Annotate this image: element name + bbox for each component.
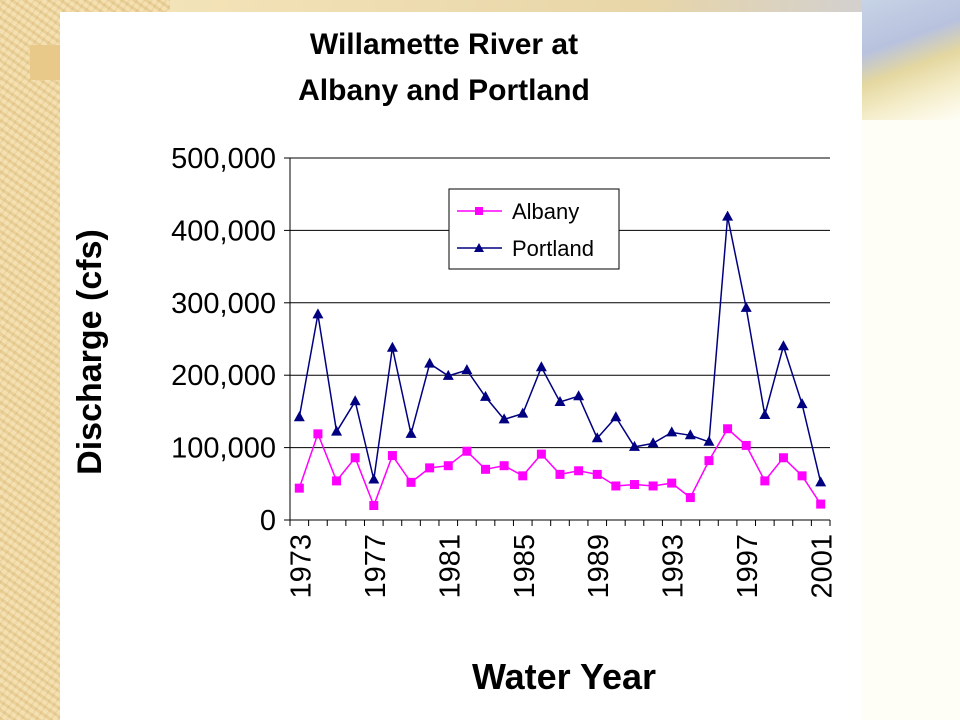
portland-point — [480, 390, 492, 401]
albany-point — [574, 466, 584, 476]
portland-point — [368, 473, 380, 484]
portland-point — [405, 427, 417, 438]
albany-point — [425, 463, 435, 473]
y-tick-label: 400,000 — [171, 215, 276, 247]
portland-point — [740, 301, 752, 312]
x-tick-label: 1997 — [732, 534, 764, 599]
y-tick-label: 200,000 — [171, 360, 276, 392]
albany-point — [797, 471, 807, 481]
portland-point — [666, 426, 678, 437]
albany-point — [592, 469, 602, 479]
portland-point — [573, 390, 585, 401]
albany-point — [723, 424, 733, 434]
x-tick-label: 1981 — [434, 534, 466, 599]
y-tick-label: 300,000 — [171, 288, 276, 320]
albany-point — [481, 464, 491, 474]
x-tick-label: 1977 — [360, 534, 392, 599]
portland-point — [331, 425, 343, 436]
y-tick-label: 0 — [260, 505, 276, 537]
portland-point — [722, 210, 734, 221]
chart-title-line-2: Albany and Portland — [298, 74, 590, 107]
portland-point — [777, 340, 789, 351]
y-tick-label: 500,000 — [171, 143, 276, 175]
albany-point — [313, 429, 323, 439]
y-tick-label: 100,000 — [171, 433, 276, 465]
albany-point — [741, 440, 751, 450]
chart-title-line-1: Willamette River at — [310, 28, 578, 61]
albany-point — [667, 478, 677, 488]
albany-point — [443, 461, 453, 471]
legend-box — [448, 188, 620, 270]
legend-albany-label: Albany — [512, 199, 579, 224]
chart-panel: Willamette River at Albany and Portland … — [60, 12, 862, 720]
portland-point — [628, 440, 640, 451]
portland-point — [312, 308, 324, 319]
portland-point — [461, 364, 473, 375]
portland-point — [703, 435, 715, 446]
albany-series-line — [298, 427, 822, 508]
x-tick-label: 2001 — [807, 534, 839, 599]
slide-top-band — [170, 0, 960, 12]
portland-point — [554, 395, 566, 406]
portland-point — [293, 411, 305, 422]
albany-point — [555, 469, 565, 479]
legend: Albany Portland — [448, 188, 620, 270]
albany-point — [778, 453, 788, 463]
legend-albany-square-marker — [475, 207, 483, 215]
x-tick-label: 1973 — [285, 534, 317, 599]
albany-point — [816, 499, 826, 509]
albany-point — [350, 453, 360, 463]
portland-point — [815, 476, 827, 487]
albany-point — [294, 483, 304, 493]
slide-right-margin — [862, 0, 960, 720]
albany-point — [536, 449, 546, 459]
albany-point — [760, 476, 770, 486]
portland-point — [386, 341, 398, 352]
portland-point — [684, 429, 696, 440]
slide-left-accent — [30, 45, 60, 80]
albany-point — [462, 446, 472, 456]
y-axis-ticks: 0 100,000 200,000 300,000 400,000 500,000 — [171, 143, 290, 537]
portland-point — [498, 413, 510, 424]
albany-point — [369, 501, 379, 511]
y-axis-title: Discharge (cfs) — [71, 229, 109, 475]
portland-point — [349, 395, 361, 406]
x-tick-label: 1993 — [658, 534, 690, 599]
slide-right-decoration — [862, 0, 960, 120]
portland-point — [759, 409, 771, 420]
legend-portland-label: Portland — [512, 236, 594, 261]
albany-point — [406, 477, 416, 487]
portland-point — [535, 361, 547, 372]
albany-point — [648, 481, 658, 491]
portland-point — [517, 407, 529, 418]
albany-point — [629, 480, 639, 490]
albany-point — [499, 461, 509, 471]
x-axis-ticks: 1973 1977 1981 1985 1989 1993 1997 2001 — [285, 520, 839, 599]
albany-point — [332, 476, 342, 486]
portland-point — [610, 411, 622, 422]
portland-point — [424, 357, 436, 368]
x-axis-title: Water Year — [472, 656, 656, 697]
legend-portland-triangle-marker — [474, 243, 484, 252]
x-tick-label: 1985 — [509, 534, 541, 599]
albany-point — [611, 481, 621, 491]
x-tick-label: 1989 — [583, 534, 615, 599]
albany-point — [704, 456, 714, 466]
portland-point — [591, 432, 603, 443]
series-layer — [293, 210, 827, 511]
line-chart: Willamette River at Albany and Portland … — [71, 28, 839, 697]
albany-point — [387, 451, 397, 461]
albany-point — [685, 493, 695, 503]
portland-point — [796, 398, 808, 409]
portland-point — [442, 369, 454, 380]
portland-point — [647, 437, 659, 448]
albany-point — [518, 471, 528, 481]
